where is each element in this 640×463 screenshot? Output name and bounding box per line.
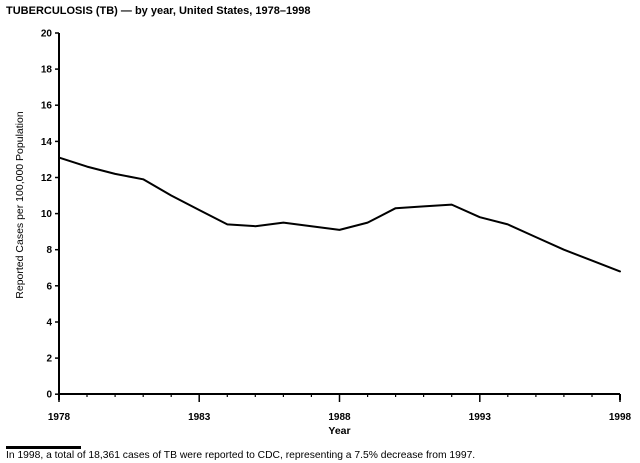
svg-text:4: 4 (46, 318, 52, 329)
svg-text:14: 14 (41, 137, 53, 148)
svg-text:1993: 1993 (469, 412, 492, 423)
svg-text:16: 16 (41, 101, 53, 112)
svg-text:18: 18 (41, 65, 53, 76)
svg-text:12: 12 (41, 173, 53, 184)
svg-text:1988: 1988 (328, 412, 351, 423)
svg-text:2: 2 (46, 354, 52, 365)
svg-text:6: 6 (46, 281, 52, 292)
svg-text:20: 20 (41, 29, 53, 40)
svg-text:10: 10 (41, 209, 53, 220)
svg-text:1978: 1978 (48, 412, 71, 423)
svg-text:8: 8 (46, 245, 52, 256)
svg-text:1983: 1983 (188, 412, 211, 423)
svg-text:0: 0 (46, 390, 52, 401)
svg-text:1998: 1998 (609, 412, 632, 423)
